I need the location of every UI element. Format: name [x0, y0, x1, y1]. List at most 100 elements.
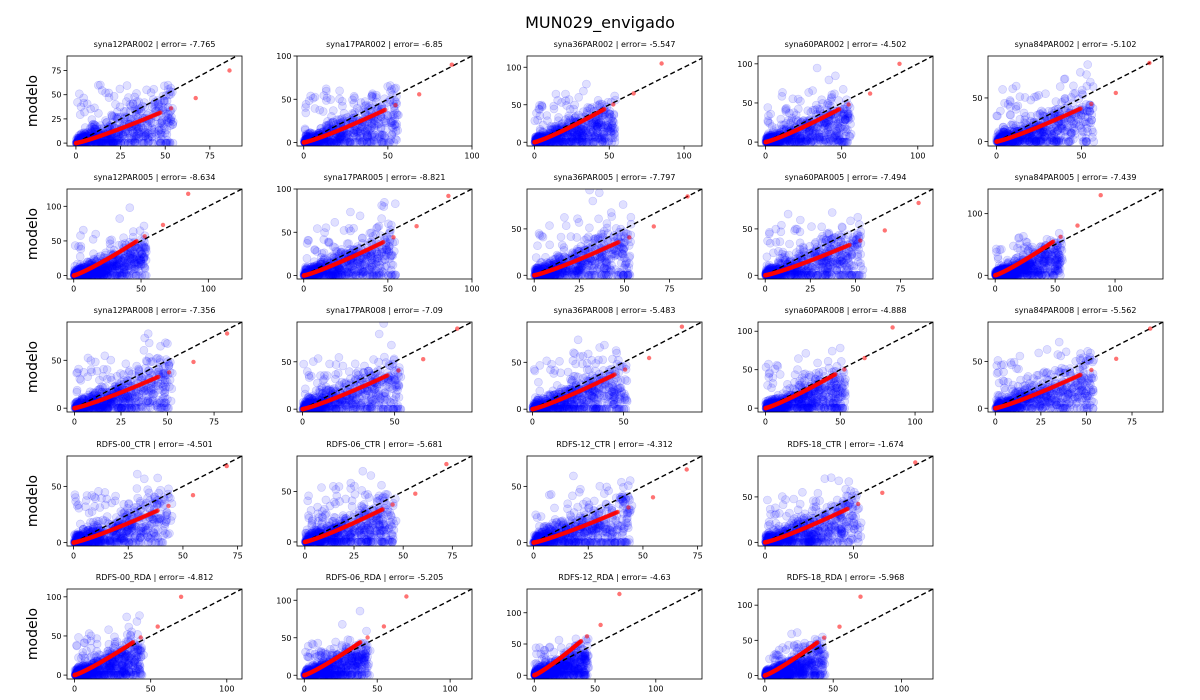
observation-point — [562, 97, 570, 105]
y-tick-label: 50 — [51, 237, 61, 246]
observation-point — [305, 97, 313, 105]
quantile-point — [846, 102, 850, 106]
observation-point — [366, 139, 374, 147]
observation-point — [89, 235, 97, 243]
observation-point — [133, 258, 141, 266]
observation-point — [839, 85, 847, 93]
x-tick-label: 100 — [910, 152, 925, 161]
y-tick-label: 50 — [51, 91, 61, 100]
y-tick-label: 50 — [742, 99, 752, 108]
y-tick-label: 50 — [972, 94, 982, 103]
observation-point — [575, 111, 583, 119]
panel-marks — [300, 189, 472, 280]
observation-point — [169, 120, 177, 128]
observation-point — [140, 222, 148, 230]
x-tick-label: 50 — [383, 152, 393, 161]
quantile-point — [169, 106, 173, 110]
quantile-point — [143, 234, 147, 238]
y-tick-label: 50 — [511, 101, 521, 110]
y-tick-label: 0 — [56, 272, 61, 281]
observation-point — [1016, 93, 1024, 101]
quantile-point — [837, 107, 841, 111]
x-tick-label: 0 — [71, 285, 76, 294]
observation-point — [607, 115, 615, 123]
observation-point — [142, 131, 150, 139]
x-tick-label: 100 — [201, 285, 216, 294]
observation-point — [589, 134, 597, 142]
x-tick-label: 0 — [532, 152, 537, 161]
quantile-point — [186, 192, 190, 196]
observation-point — [116, 215, 124, 223]
y-tick-label: 100 — [737, 60, 752, 69]
observation-point — [364, 131, 372, 139]
quantile-point — [158, 110, 162, 114]
quantile-point — [868, 91, 872, 95]
quantile-point — [1089, 102, 1093, 106]
x-tick-label: 0 — [994, 152, 999, 161]
observation-point — [379, 118, 387, 126]
observation-point — [538, 101, 546, 109]
observation-point — [1056, 83, 1064, 91]
observation-point — [844, 111, 852, 119]
observation-point — [827, 94, 835, 102]
observation-point — [302, 109, 310, 117]
observation-point — [156, 130, 164, 138]
observation-point — [126, 204, 134, 212]
observation-point — [1088, 116, 1096, 124]
observation-point — [606, 127, 614, 135]
observation-point — [110, 113, 118, 121]
observation-point — [388, 117, 396, 125]
observation-point — [322, 97, 330, 105]
quantile-point — [1078, 106, 1082, 110]
x-tick-label: 50 — [604, 152, 614, 161]
observation-point — [1061, 95, 1069, 103]
observation-point — [1065, 138, 1073, 146]
x-tick-label: 100 — [676, 152, 691, 161]
observation-point — [141, 253, 149, 261]
observation-point — [316, 106, 324, 114]
observation-point — [804, 107, 812, 115]
x-tick-label: 0 — [763, 152, 768, 161]
x-tick-label: 100 — [464, 152, 479, 161]
x-tick-label: 75 — [205, 152, 215, 161]
quantile-point — [611, 102, 615, 106]
quantile-point — [417, 92, 421, 96]
observation-point — [76, 253, 84, 261]
observation-point — [368, 91, 376, 99]
y-tick-label: 50 — [281, 95, 291, 104]
observation-point — [1056, 134, 1064, 142]
observation-point — [123, 82, 131, 90]
observation-point — [1069, 82, 1077, 90]
quantile-point — [135, 239, 139, 243]
observation-point — [340, 109, 348, 117]
observation-point — [336, 95, 344, 103]
quantile-point — [631, 91, 635, 95]
observation-point — [1051, 124, 1059, 132]
panel-marks — [531, 56, 707, 146]
observation-point — [785, 109, 793, 117]
observation-point — [1027, 112, 1035, 120]
observation-point — [122, 98, 130, 106]
x-tick-label: 50 — [160, 152, 170, 161]
observation-point — [1007, 111, 1015, 119]
observation-point — [1083, 124, 1091, 132]
observation-point — [116, 85, 124, 93]
observation-point — [91, 104, 99, 112]
y-axis-label: modelo — [25, 75, 41, 127]
observation-point — [767, 110, 775, 118]
observation-point — [794, 95, 802, 103]
observation-point — [1006, 96, 1014, 104]
x-tick-label: 50 — [136, 285, 146, 294]
observation-point — [158, 118, 166, 126]
observation-point — [98, 271, 106, 279]
observation-point — [579, 87, 587, 95]
observation-point — [588, 104, 596, 112]
observation-point — [125, 272, 133, 280]
quantile-point — [393, 103, 397, 107]
observation-point — [112, 272, 120, 280]
